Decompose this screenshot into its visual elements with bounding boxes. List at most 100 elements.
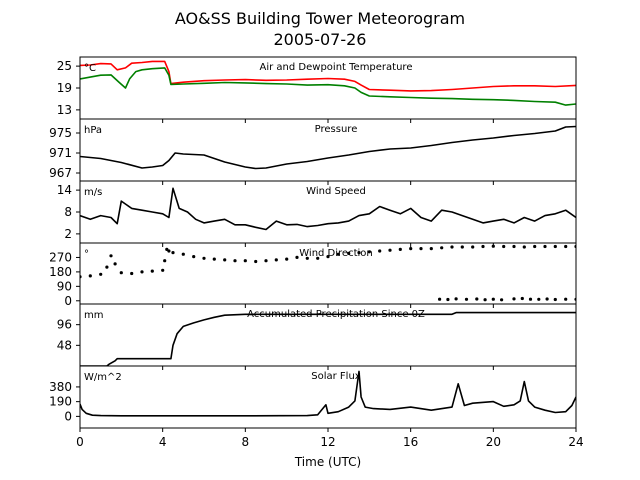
- series-point: [233, 259, 237, 263]
- y-tick-label: 190: [49, 395, 72, 409]
- y-tick-label: 975: [49, 126, 72, 140]
- series-point: [398, 247, 402, 251]
- x-tick-label: 4: [159, 435, 167, 449]
- series-point: [460, 245, 464, 249]
- series-point: [254, 259, 258, 264]
- series-point: [500, 298, 504, 302]
- series-point: [528, 297, 533, 301]
- y-tick-label: 19: [57, 81, 72, 95]
- series-point: [502, 244, 506, 249]
- y-tick-label: 2: [64, 227, 72, 241]
- series-point: [537, 297, 541, 301]
- panel-title: Pressure: [315, 124, 358, 135]
- x-axis: 0 4 8 12 16 20 24: [76, 435, 583, 449]
- series-point: [285, 257, 289, 261]
- series-point: [419, 247, 423, 251]
- series-point: [409, 247, 413, 251]
- panel-unit: °C: [84, 63, 96, 74]
- series-line-1: [80, 60, 576, 92]
- series-point: [564, 244, 568, 249]
- panel-unit: mm: [84, 310, 103, 321]
- panel-pressure: 975 971 967 hPa Pressure: [49, 118, 577, 185]
- series-point: [192, 255, 196, 259]
- series-point: [367, 250, 371, 254]
- panel-title: Wind Direction: [299, 248, 373, 259]
- x-tick-label: 24: [568, 435, 583, 449]
- panel-title: Wind Speed: [306, 186, 366, 197]
- series-point: [438, 297, 442, 301]
- y-tick-label: 180: [49, 265, 72, 279]
- y-tick-label: 380: [49, 380, 72, 394]
- series-point: [475, 297, 479, 301]
- series-point: [336, 252, 340, 256]
- series-point: [491, 297, 495, 301]
- series-point: [533, 244, 537, 249]
- x-tick-label: 16: [403, 435, 418, 449]
- series-point: [357, 251, 361, 255]
- series-point: [181, 252, 185, 256]
- series-point: [264, 259, 268, 263]
- series-point: [543, 244, 547, 249]
- series-point: [130, 271, 134, 276]
- series-line-1: [80, 125, 576, 170]
- series-point: [388, 248, 392, 252]
- series-point: [150, 269, 154, 273]
- series-point: [326, 255, 330, 259]
- series-point: [212, 257, 216, 261]
- series-point: [316, 256, 320, 260]
- y-tick-label: 8: [64, 205, 72, 219]
- series-point: [119, 271, 123, 275]
- panel-unit: °: [84, 249, 89, 260]
- x-tick-label: 0: [76, 435, 84, 449]
- series-point: [305, 256, 309, 260]
- series-point: [553, 244, 557, 249]
- panel-air-and-dewpoint-temperature: 25 19 13 °C Air and Dewpoint Temperature: [57, 56, 577, 123]
- y-tick-label: 14: [57, 183, 72, 197]
- panel-title: Accumulated Precipitation Since 0Z: [247, 309, 425, 320]
- y-tick-label: 13: [57, 103, 72, 117]
- series-point: [295, 255, 299, 259]
- panel-unit: hPa: [84, 125, 102, 136]
- series-point: [167, 249, 171, 253]
- series-point: [553, 297, 557, 302]
- series-point: [545, 297, 549, 301]
- series-point: [378, 249, 382, 253]
- series-point: [347, 251, 351, 255]
- series-point: [109, 254, 113, 258]
- x-tick-label: 20: [486, 435, 501, 449]
- y-tick-label: 90: [57, 279, 72, 293]
- series-point: [161, 268, 165, 272]
- series-point: [113, 262, 117, 266]
- series-point: [520, 296, 524, 301]
- series-point: [481, 244, 485, 249]
- series-point: [105, 265, 109, 269]
- x-tick-label: 8: [242, 435, 250, 449]
- series-point: [512, 297, 516, 301]
- y-tick-label: 96: [57, 318, 72, 332]
- series-point: [483, 298, 487, 302]
- series-point: [491, 244, 495, 248]
- series-point: [464, 297, 469, 301]
- series-point: [429, 247, 433, 251]
- series-line-1: [80, 187, 576, 231]
- y-tick-label: 0: [64, 409, 72, 423]
- series-point: [171, 251, 175, 255]
- series-point: [163, 259, 167, 263]
- y-tick-label: 25: [57, 59, 72, 73]
- figure-title: AO&SS Building Tower Meteorogram: [175, 9, 465, 28]
- series-point: [223, 258, 227, 262]
- panel-accumulated-precipitation-since-0z: 96 48 mm Accumulated Precipitation Since 0Z: [57, 303, 577, 370]
- panel-unit: m/s: [84, 187, 102, 198]
- series-point: [454, 297, 458, 301]
- series-point: [446, 297, 450, 302]
- series-point: [440, 246, 444, 250]
- panel-wind-speed: 14 8 2 m/s Wind Speed: [57, 180, 577, 247]
- y-tick-label: 48: [57, 338, 72, 352]
- series-point: [274, 258, 278, 262]
- series-point: [512, 244, 516, 249]
- series-line-2: [80, 67, 576, 106]
